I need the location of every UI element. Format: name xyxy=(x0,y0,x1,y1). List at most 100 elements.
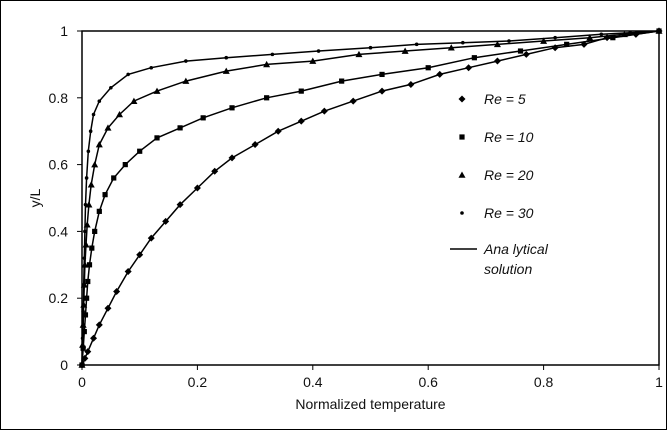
data-point-re-10 xyxy=(86,262,93,268)
data-point-re-10 xyxy=(471,55,477,61)
data-point-re-5 xyxy=(176,201,184,209)
dot-marker-icon xyxy=(460,211,464,215)
data-point-re-20 xyxy=(116,111,124,118)
data-point-re-10 xyxy=(122,162,128,168)
triangle-marker-icon xyxy=(458,171,466,178)
y-tick-label: 0.4 xyxy=(49,223,69,239)
data-point-re-5 xyxy=(124,267,132,275)
data-point-re-10 xyxy=(610,35,616,41)
data-point-re-20 xyxy=(91,161,99,168)
data-point-re-5 xyxy=(274,127,282,135)
series-markers xyxy=(78,27,663,369)
data-point-re-5 xyxy=(193,184,201,192)
data-point-re-30 xyxy=(657,29,661,33)
data-point-re-20 xyxy=(540,37,548,44)
plot-area xyxy=(81,30,660,366)
data-point-re-10 xyxy=(298,88,304,94)
x-tick-label: 0 xyxy=(78,374,86,390)
data-point-re-30 xyxy=(270,52,275,57)
data-point-re-5 xyxy=(136,251,144,259)
data-point-re-20 xyxy=(620,30,628,38)
data-point-re-10 xyxy=(80,345,86,351)
data-point-re-5 xyxy=(522,50,530,58)
data-point-re-30 xyxy=(91,112,96,117)
data-point-re-20 xyxy=(87,181,95,188)
legend-label-analytical: Ana lytical xyxy=(483,241,549,257)
legend: Re = 5 Re = 10 Re = 20 Re = 30 Ana lytic… xyxy=(450,91,549,277)
data-point-re-20 xyxy=(80,301,88,308)
data-point-re-10 xyxy=(82,312,89,318)
data-point-re-30 xyxy=(80,336,85,341)
legend-label-solution: solution xyxy=(484,261,532,277)
data-point-re-30 xyxy=(88,129,93,133)
data-point-re-5 xyxy=(632,30,640,38)
data-point-re-20 xyxy=(95,141,103,148)
y-tick-label: 1 xyxy=(60,23,68,39)
data-point-re-10 xyxy=(85,278,91,285)
data-point-re-20 xyxy=(447,44,455,51)
data-point-re-5 xyxy=(493,57,501,65)
data-point-re-20 xyxy=(309,57,317,64)
data-point-re-20 xyxy=(263,60,271,68)
legend-label-re20: Re = 20 xyxy=(484,167,534,183)
data-point-re-20 xyxy=(401,47,409,54)
data-point-re-20 xyxy=(85,201,93,208)
data-point-re-5 xyxy=(603,34,611,42)
data-point-re-5 xyxy=(407,80,415,88)
data-point-re-30 xyxy=(224,55,229,60)
data-point-re-20 xyxy=(586,34,594,41)
x-ticks: 0 0.2 0.4 0.6 0.8 1 xyxy=(78,365,663,390)
square-marker-icon xyxy=(459,134,465,140)
data-point-re-5 xyxy=(95,321,103,329)
data-point-re-20 xyxy=(355,50,363,58)
legend-triangle-marker xyxy=(458,171,466,178)
data-point-re-20 xyxy=(82,241,90,248)
x-tick-label: 0.6 xyxy=(418,374,438,390)
x-tick-label: 0.2 xyxy=(188,374,208,390)
data-point-re-30 xyxy=(81,309,85,314)
data-point-re-10 xyxy=(200,115,206,121)
analytical-curve-re-10 xyxy=(81,30,660,366)
data-point-re-30 xyxy=(553,35,557,40)
data-point-re-10 xyxy=(84,295,90,301)
data-point-re-30 xyxy=(126,72,130,77)
data-point-re-30 xyxy=(414,42,419,47)
data-point-re-30 xyxy=(628,30,632,35)
legend-item-re5: Re = 5 xyxy=(458,91,526,107)
data-point-re-30 xyxy=(368,45,373,50)
data-point-re-10 xyxy=(111,175,117,181)
data-point-re-10 xyxy=(92,228,98,234)
data-point-re-30 xyxy=(84,176,89,180)
data-point-re-20 xyxy=(83,221,91,228)
data-point-re-20 xyxy=(493,40,501,48)
data-point-re-5 xyxy=(113,288,121,296)
data-point-re-5 xyxy=(81,354,89,362)
diamond-marker-icon xyxy=(458,95,466,103)
y-tick-label: 0.6 xyxy=(49,157,69,173)
data-point-re-5 xyxy=(162,217,170,225)
data-point-re-20 xyxy=(79,321,87,328)
data-point-re-30 xyxy=(81,283,86,287)
data-point-re-30 xyxy=(599,32,604,37)
data-point-re-30 xyxy=(109,85,113,90)
x-axis-title: Normalized temperature xyxy=(295,396,445,412)
legend-label-re10: Re = 10 xyxy=(484,129,534,145)
data-point-re-5 xyxy=(297,117,305,125)
y-axis-title: y/L xyxy=(27,188,43,207)
data-point-re-5 xyxy=(90,334,98,342)
data-point-re-5 xyxy=(378,87,386,95)
data-point-re-30 xyxy=(184,59,188,63)
data-point-re-5 xyxy=(251,141,259,149)
data-point-re-10 xyxy=(379,71,385,78)
data-point-re-10 xyxy=(229,105,235,111)
data-point-re-20 xyxy=(81,261,89,268)
x-tick-label: 0.4 xyxy=(303,374,323,390)
data-point-re-5 xyxy=(228,154,236,162)
legend-item-re10: Re = 10 xyxy=(459,129,534,145)
data-point-re-30 xyxy=(316,49,321,53)
data-point-re-20 xyxy=(153,87,161,94)
data-point-re-5 xyxy=(349,97,357,105)
data-point-re-10 xyxy=(425,65,431,71)
data-point-re-30 xyxy=(80,363,84,367)
